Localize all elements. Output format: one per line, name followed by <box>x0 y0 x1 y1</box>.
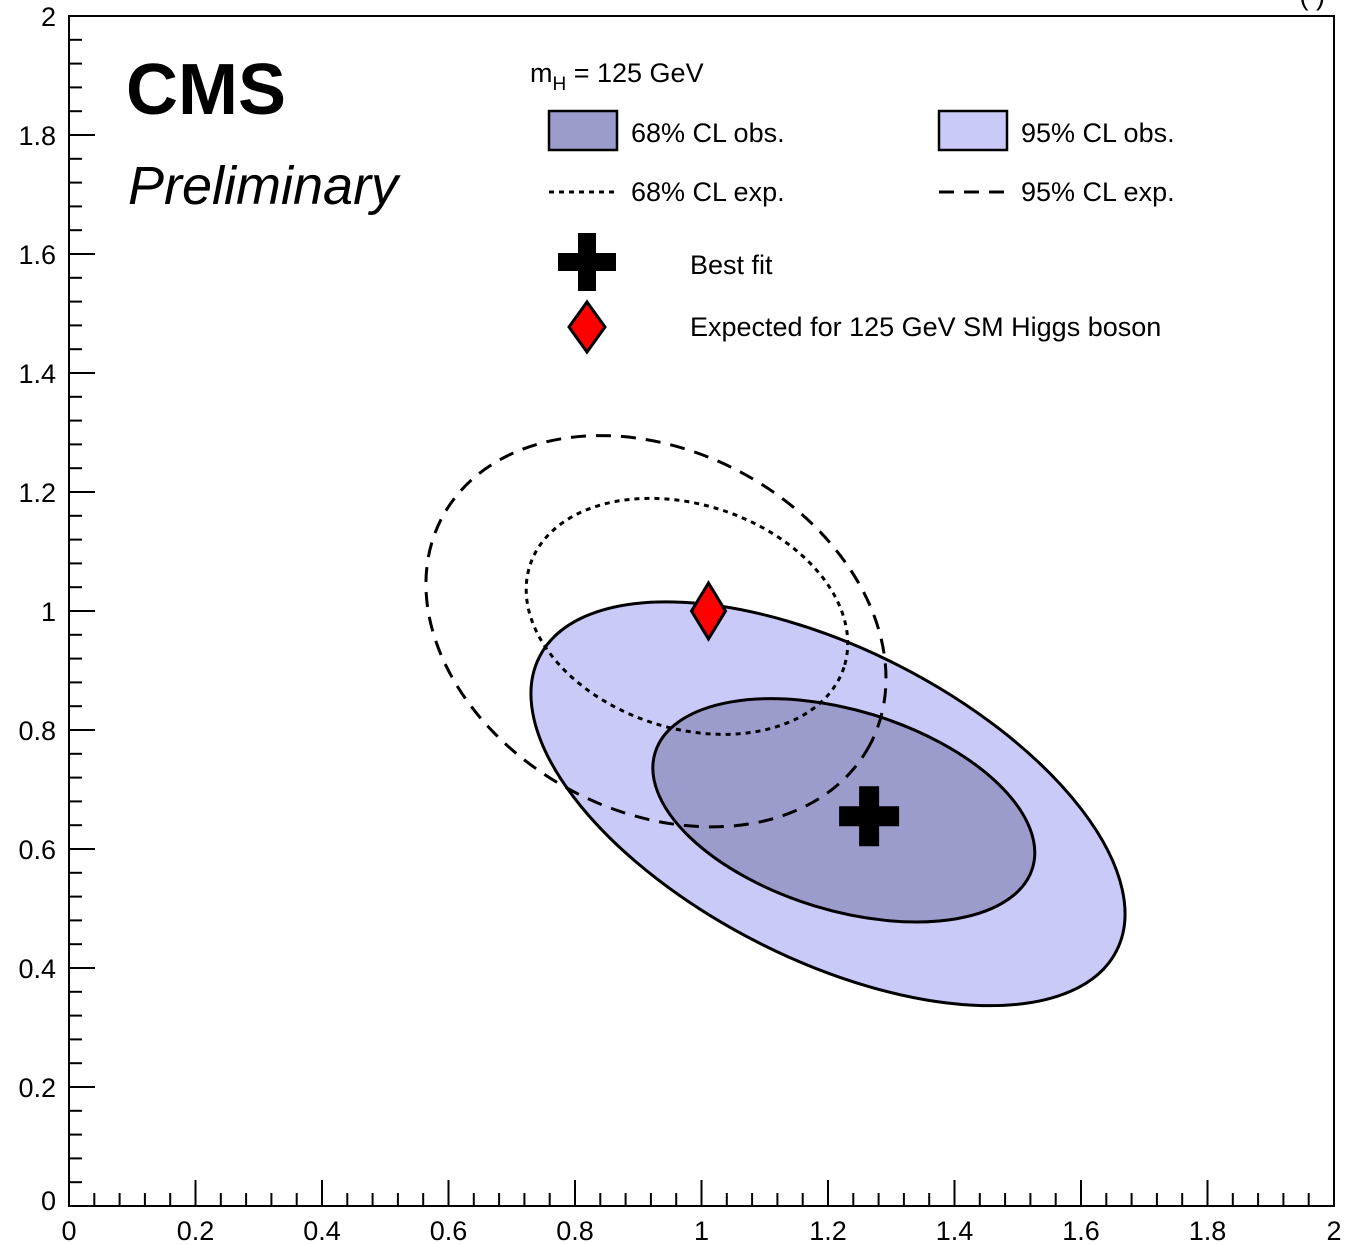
contour-95-cl-exp <box>424 434 888 829</box>
x-tick-label: 0 <box>61 1216 76 1245</box>
marker-layer <box>689 580 900 847</box>
sm-expected-point <box>689 580 728 642</box>
y-tick-label: 0.4 <box>18 954 56 984</box>
legend-mass-sub: H <box>553 74 567 95</box>
y-tick-label: 1.2 <box>18 478 56 508</box>
x-tick-label: 1.8 <box>1189 1216 1227 1245</box>
y-tick-label: 0.8 <box>18 716 56 746</box>
legend-exp95-label: 95% CL exp. <box>1021 177 1175 207</box>
y-tick-labels: 0 0.2 0.4 0.6 0.8 1 1.2 1.4 1.6 1.8 2 <box>18 2 56 1216</box>
y-tick-label: 1.6 <box>18 240 56 270</box>
cms-label: CMS <box>126 50 286 130</box>
legend-best-fit-marker <box>558 233 616 291</box>
x-tick-label: 0.8 <box>556 1216 594 1245</box>
best-fit-point <box>839 786 900 847</box>
legend-exp68-label: 68% CL exp. <box>631 177 785 207</box>
preliminary-label: Preliminary <box>128 156 401 216</box>
legend-obs95-label: 95% CL obs. <box>1021 118 1175 148</box>
axis-ticks <box>68 15 1335 1207</box>
top-right-fragment: ( ) <box>1300 0 1325 11</box>
legend-best-fit-label: Best fit <box>690 250 773 280</box>
legend-sm-marker <box>567 299 607 355</box>
y-tick-label: 1 <box>41 597 56 627</box>
legend-mass-base: m <box>530 58 553 88</box>
x-tick-label: 1.6 <box>1062 1216 1100 1245</box>
y-tick-label: 0.2 <box>18 1073 56 1103</box>
legend-obs68-swatch <box>547 109 619 152</box>
y-tick-label: 0 <box>41 1186 56 1216</box>
y-tick-label: 1.8 <box>18 121 56 151</box>
x-tick-label: 2 <box>1326 1216 1341 1245</box>
legend: mH = 125 GeV 68% CL obs. 95% CL obs. 68%… <box>530 58 1175 355</box>
x-tick-label: 0.6 <box>430 1216 468 1245</box>
x-tick-label: 1 <box>694 1216 709 1245</box>
x-tick-label: 0.4 <box>303 1216 341 1245</box>
legend-mass-rest: = 125 GeV <box>566 58 703 88</box>
y-tick-label: 0.6 <box>18 835 56 865</box>
y-tick-label: 2 <box>41 2 56 32</box>
legend-mass-label: mH = 125 GeV <box>530 58 704 95</box>
y-tick-label: 1.4 <box>18 359 56 389</box>
legend-sm-label: Expected for 125 GeV SM Higgs boson <box>690 312 1161 342</box>
x-tick-label: 1.2 <box>809 1216 847 1245</box>
x-tick-label: 0.2 <box>177 1216 215 1245</box>
legend-obs95-swatch <box>937 109 1009 152</box>
x-tick-label: 1.4 <box>936 1216 974 1245</box>
legend-obs68-label: 68% CL obs. <box>631 118 785 148</box>
contour-68-cl-exp <box>524 496 850 736</box>
x-tick-labels: 0 0.2 0.4 0.6 0.8 1 1.2 1.4 1.6 1.8 2 <box>61 1216 1341 1245</box>
